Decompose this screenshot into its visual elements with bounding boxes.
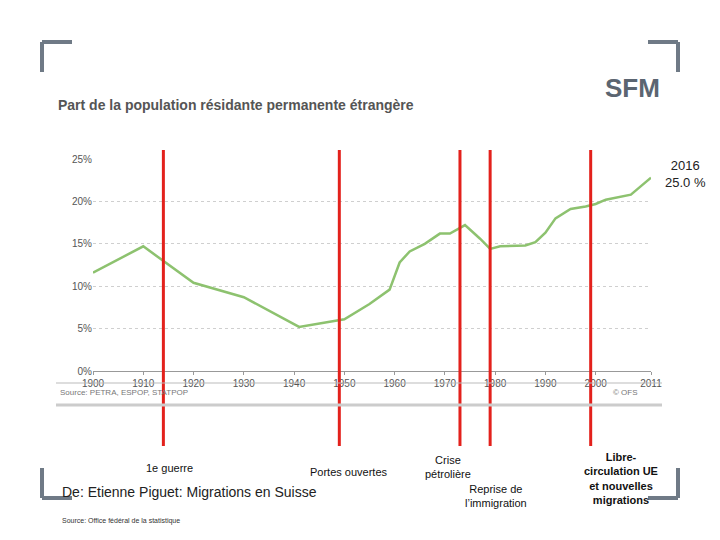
svg-text:© OFS: © OFS bbox=[613, 388, 638, 397]
svg-text:5%: 5% bbox=[78, 323, 93, 334]
svg-text:1e guerre: 1e guerre bbox=[146, 462, 193, 474]
svg-text:1930: 1930 bbox=[233, 378, 256, 389]
svg-text:Crisepétrolière: Crisepétrolière bbox=[425, 454, 471, 480]
svg-text:1910: 1910 bbox=[132, 378, 155, 389]
svg-text:2011: 2011 bbox=[640, 378, 662, 389]
svg-text:Source: Office fédéral de la s: Source: Office fédéral de la statistique bbox=[62, 517, 180, 525]
svg-text:10%: 10% bbox=[72, 281, 92, 292]
svg-text:Part de la population résidant: Part de la population résidante permanen… bbox=[58, 97, 414, 113]
svg-text:1900: 1900 bbox=[82, 378, 105, 389]
svg-text:201625.0 %: 201625.0 % bbox=[665, 158, 706, 190]
svg-text:Libre-circulation UEet nouvell: Libre-circulation UEet nouvellesmigratio… bbox=[584, 451, 658, 506]
svg-text:Portes ouvertes: Portes ouvertes bbox=[310, 466, 388, 478]
svg-text:0%: 0% bbox=[78, 366, 93, 377]
svg-text:1960: 1960 bbox=[383, 378, 406, 389]
svg-text:Source: PETRA, ESPOP, STATPOP: Source: PETRA, ESPOP, STATPOP bbox=[60, 388, 188, 397]
svg-text:De: Etienne Piguet: Migrations: De: Etienne Piguet: Migrations en Suisse bbox=[62, 484, 317, 500]
svg-text:1920: 1920 bbox=[182, 378, 205, 389]
svg-text:25%: 25% bbox=[72, 154, 92, 165]
svg-text:1990: 1990 bbox=[534, 378, 557, 389]
svg-text:15%: 15% bbox=[72, 238, 92, 249]
svg-text:20%: 20% bbox=[72, 196, 92, 207]
svg-text:1980: 1980 bbox=[484, 378, 507, 389]
svg-text:Reprise del’immigration: Reprise del’immigration bbox=[465, 483, 527, 509]
svg-text:1970: 1970 bbox=[434, 378, 457, 389]
svg-text:SFM: SFM bbox=[605, 73, 660, 103]
svg-text:2000: 2000 bbox=[585, 378, 608, 389]
svg-text:1940: 1940 bbox=[283, 378, 306, 389]
svg-text:1950: 1950 bbox=[333, 378, 356, 389]
